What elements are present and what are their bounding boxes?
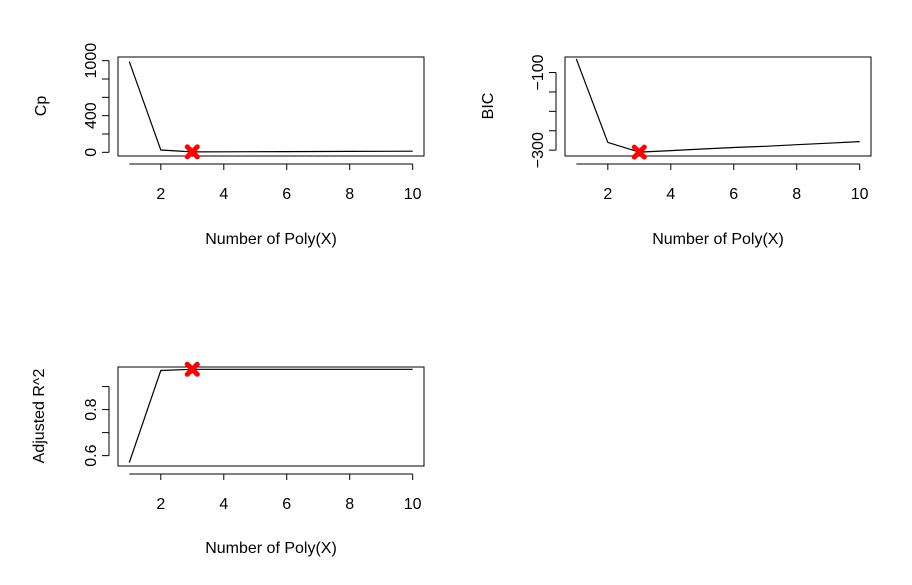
- x-tick-label: 2: [603, 186, 612, 203]
- x-tick-label: 8: [792, 186, 801, 203]
- x-tick-label: 4: [219, 496, 228, 513]
- x-axis-label: Number of Poly(X): [205, 231, 337, 248]
- x-tick-label: 6: [729, 186, 738, 203]
- y-axis-label: Cp: [33, 96, 50, 117]
- x-tick-label: 10: [404, 186, 422, 203]
- plot-frame: [117, 366, 425, 467]
- x-tick-label: 10: [404, 496, 422, 513]
- y-tick-label: 400: [83, 102, 100, 129]
- panel-bic: 2 4 6 8 10 −100 −300 Number of Poly(X) BIC: [480, 54, 872, 248]
- panel-adjusted-r2: 2 4 6 8 10 0.6 0.8 Number of Poly(X) Adjusted …: [31, 361, 425, 557]
- y-tick-label: 1000: [83, 43, 100, 79]
- plot-frame: [564, 56, 872, 157]
- marker-stroke: [631, 144, 647, 160]
- x-tick-label: 6: [282, 496, 291, 513]
- y-tick-label: 0.6: [83, 444, 100, 466]
- x-axis-label: Number of Poly(X): [652, 231, 784, 248]
- series-line: [128, 368, 413, 463]
- highlight-marker: [184, 361, 200, 377]
- marker-stroke: [184, 144, 200, 160]
- y-tick-label: −100: [530, 54, 547, 90]
- tick-group: 2 4 6 8 10 0.6 0.8: [83, 386, 422, 513]
- x-tick-label: 4: [666, 186, 675, 203]
- y-axis-label: Adjusted R^2: [31, 369, 48, 464]
- x-tick-label: 2: [156, 496, 165, 513]
- plot-frame: [117, 56, 425, 157]
- x-tick-label: 8: [345, 186, 354, 203]
- series-line: [575, 58, 860, 153]
- x-tick-label: 2: [156, 186, 165, 203]
- highlight-marker: [184, 144, 200, 160]
- x-tick-label: 10: [851, 186, 869, 203]
- tick-group: 2 4 6 8 10 −100 −300: [530, 54, 869, 203]
- y-axis-label: BIC: [480, 93, 497, 120]
- y-tick-label: 0.8: [83, 398, 100, 420]
- y-tick-label: 0: [83, 148, 100, 157]
- y-tick-label: −300: [530, 132, 547, 168]
- series-line: [128, 61, 413, 153]
- x-tick-label: 4: [219, 186, 228, 203]
- x-tick-label: 6: [282, 186, 291, 203]
- tick-group: 2 4 6 8 10 0 400 1000: [83, 43, 422, 203]
- highlight-marker: [631, 144, 647, 160]
- x-axis-label: Number of Poly(X): [205, 540, 337, 557]
- x-tick-label: 8: [345, 496, 354, 513]
- marker-stroke: [184, 361, 200, 377]
- panel-cp: 2 4 6 8 10 0 400 1000 Number of Poly(X) Cp: [33, 43, 425, 248]
